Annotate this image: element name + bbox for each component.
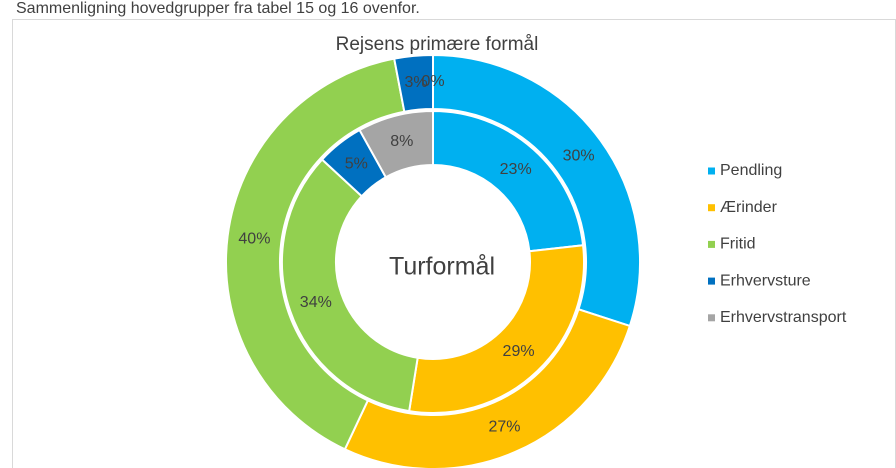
data-label: 29%	[503, 343, 535, 360]
legend-label: Erhvervstransport	[720, 309, 847, 326]
donut-segment	[407, 244, 585, 414]
center-label: Turformål	[389, 253, 495, 281]
data-label: 23%	[500, 161, 532, 178]
legend-swatch	[708, 204, 715, 212]
data-label: 5%	[345, 156, 368, 173]
data-label: 34%	[300, 294, 332, 311]
legend-label: Ærinder	[720, 199, 778, 216]
legend-swatch	[708, 314, 715, 322]
data-label: 27%	[488, 418, 520, 435]
legend-label: Pendling	[720, 162, 782, 179]
chart-title: Rejsens primære formål	[336, 34, 539, 55]
donut-segment	[358, 109, 434, 179]
legend: Pendling Ærinder Fritid Erhvervsture Erhverv…	[708, 162, 847, 326]
data-label: 30%	[563, 147, 595, 164]
data-label: 8%	[390, 133, 413, 150]
donut-segment	[281, 158, 419, 413]
data-label: 40%	[238, 231, 270, 248]
legend-label: Erhvervsture	[720, 272, 811, 289]
rings	[225, 53, 641, 468]
legend-swatch	[708, 240, 715, 248]
legend-label: Fritid	[720, 236, 756, 253]
caption: Sammenligning hovedgrupper fra tabel 15 …	[16, 0, 420, 17]
donut-segment	[432, 53, 641, 328]
legend-swatch	[708, 277, 715, 285]
donut-segment	[225, 57, 406, 451]
legend-swatch	[708, 167, 715, 175]
data-label: 3%	[404, 74, 427, 91]
data-labels: 30% 27% 40% 3%0% 23% 29% 34% 5% 8%	[238, 73, 594, 435]
data-label: 0%	[421, 73, 444, 90]
